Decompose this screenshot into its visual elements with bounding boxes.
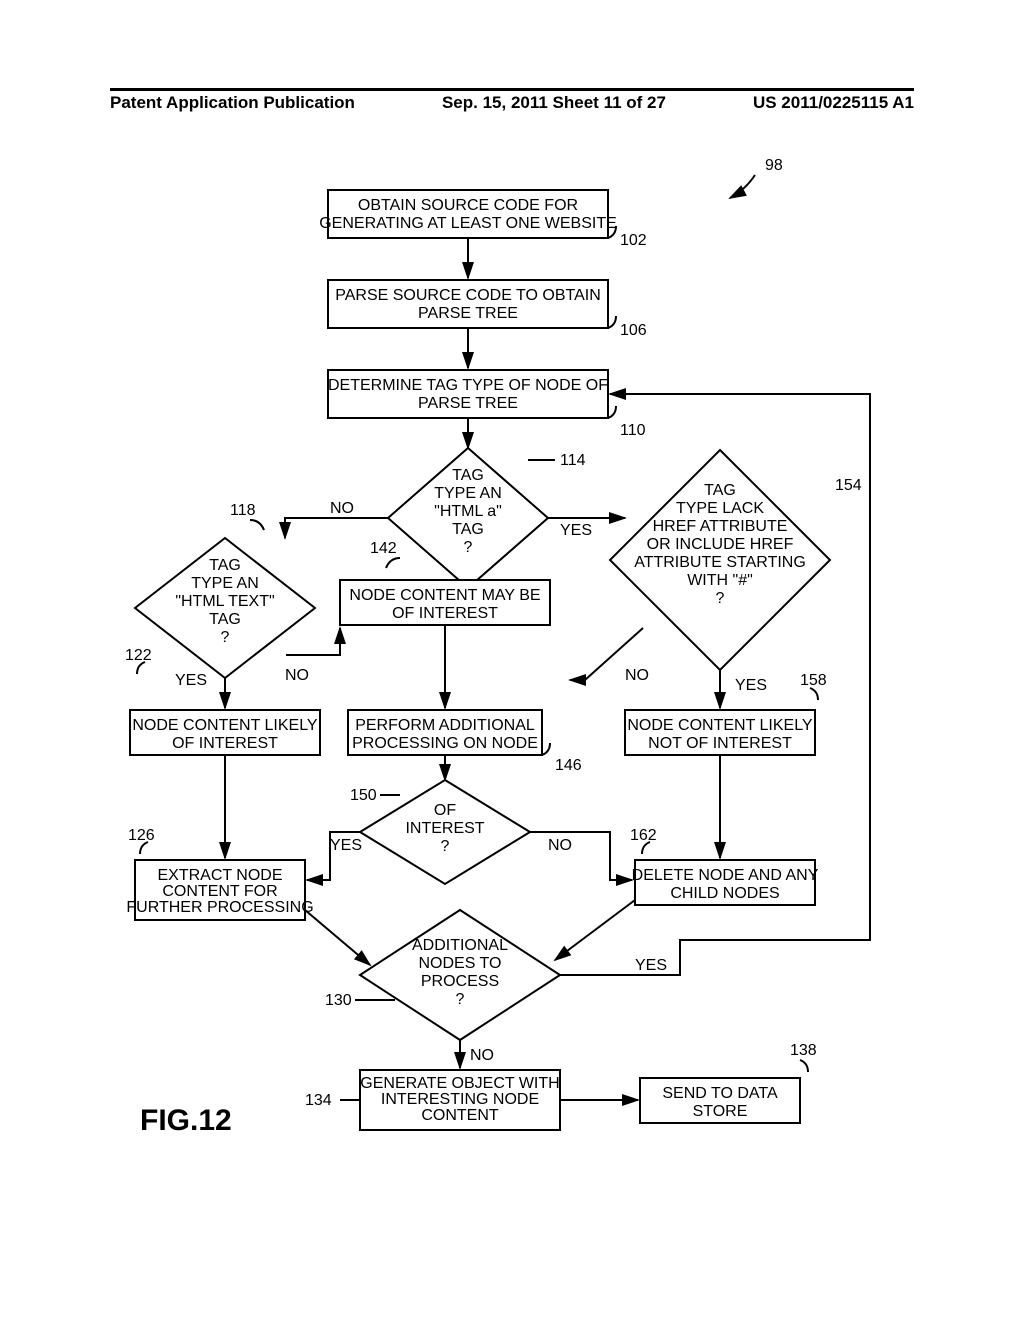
ref-106: 106: [620, 322, 647, 339]
ref-hook-138: [800, 1060, 808, 1072]
node-130-l2: NODES TO: [419, 955, 502, 972]
header-right: US 2011/0225115 A1: [753, 93, 914, 113]
node-110-l2: PARSE TREE: [418, 395, 518, 412]
node-118-l5: ?: [221, 629, 230, 646]
node-142-l2: OF INTEREST: [392, 605, 498, 622]
ref-150: 150: [350, 787, 377, 804]
ref-130: 130: [325, 992, 352, 1009]
label-150-no: NO: [548, 837, 572, 854]
node-122-l1: NODE CONTENT LIKELY: [132, 717, 318, 734]
edge-126-130: [305, 910, 370, 965]
label-118-no: NO: [285, 667, 309, 684]
node-162-l1: DELETE NODE AND ANY: [632, 867, 819, 884]
edge-150-162: [530, 832, 632, 880]
node-134-l2: INTERESTING NODE: [381, 1091, 539, 1108]
node-114-l4: TAG: [452, 521, 484, 538]
label-154-yes: YES: [735, 677, 767, 694]
node-154-l4: OR INCLUDE HREF: [647, 536, 794, 553]
page: Patent Application Publication Sep. 15, …: [0, 0, 1024, 1320]
node-150-l3: ?: [441, 838, 450, 855]
node-142-l1: NODE CONTENT MAY BE: [349, 587, 540, 604]
ref-hook-118: [250, 520, 264, 530]
label-150-yes: YES: [330, 837, 362, 854]
edge-162-130: [555, 900, 635, 960]
edge-114-118: [285, 518, 388, 538]
node-154-l2: TYPE LACK: [676, 500, 764, 517]
node-134-l3: CONTENT: [421, 1107, 499, 1124]
header-center: Sep. 15, 2011 Sheet 11 of 27: [442, 93, 666, 113]
node-122-l2: OF INTEREST: [172, 735, 278, 752]
node-154-l7: ?: [716, 590, 725, 607]
ref-102: 102: [620, 232, 647, 249]
node-102-text-l2: GENERATING AT LEAST ONE WEBSITE: [319, 215, 617, 232]
node-118-l1: TAG: [209, 557, 241, 574]
ref-hook-142: [386, 558, 400, 568]
node-134-l1: GENERATE OBJECT WITH: [360, 1075, 559, 1092]
label-154-no: NO: [625, 667, 649, 684]
node-154-l1: TAG: [704, 482, 736, 499]
node-114-l5: ?: [464, 539, 473, 556]
node-114-l1: TAG: [452, 467, 484, 484]
label-114-no: NO: [330, 500, 354, 517]
ref-126: 126: [128, 827, 155, 844]
header-left: Patent Application Publication: [110, 93, 355, 113]
edge-118-142: [286, 628, 340, 655]
ref-118: 118: [230, 502, 256, 519]
ref-110: 110: [620, 422, 646, 439]
node-154-l6: WITH "#": [687, 572, 753, 589]
ref-arrow-98: [730, 175, 755, 198]
node-146-l2: PROCESSING ON NODE: [352, 735, 538, 752]
node-110-l1: DETERMINE TAG TYPE OF NODE OF: [328, 377, 608, 394]
ref-158: 158: [800, 672, 827, 689]
label-130-yes: YES: [635, 957, 667, 974]
ref-154: 154: [835, 477, 862, 494]
node-150-l2: INTEREST: [405, 820, 484, 837]
node-130-l1: ADDITIONAL: [412, 937, 508, 954]
node-162-l2: CHILD NODES: [670, 885, 779, 902]
node-118-l2: TYPE AN: [191, 575, 259, 592]
node-118-l3: "HTML TEXT": [175, 593, 274, 610]
node-106-l1: PARSE SOURCE CODE TO OBTAIN: [335, 287, 601, 304]
node-138-l2: STORE: [693, 1103, 748, 1120]
header: Patent Application Publication Sep. 15, …: [110, 88, 914, 113]
node-130-l3: PROCESS: [421, 973, 499, 990]
ref-hook-110: [608, 406, 616, 418]
label-118-yes: YES: [175, 672, 207, 689]
ref-hook-106: [608, 316, 616, 328]
ref-hook-158: [810, 688, 818, 700]
node-102-text-l1: OBTAIN SOURCE CODE FOR: [358, 197, 578, 214]
ref-122: 122: [125, 647, 152, 664]
ref-138: 138: [790, 1042, 817, 1059]
node-154-l5: ATTRIBUTE STARTING: [634, 554, 806, 571]
node-154-l3: HREF ATTRIBUTE: [653, 518, 788, 535]
label-114-yes: YES: [560, 522, 592, 539]
ref-146: 146: [555, 757, 582, 774]
ref-98: 98: [765, 157, 783, 174]
node-130-l4: ?: [456, 991, 465, 1008]
node-114-l3: "HTML a": [434, 503, 502, 520]
node-138-l1: SEND TO DATA: [662, 1085, 778, 1102]
ref-142: 142: [370, 540, 397, 557]
node-114-l2: TYPE AN: [434, 485, 502, 502]
node-158-l1: NODE CONTENT LIKELY: [627, 717, 813, 734]
ref-114: 114: [560, 452, 586, 469]
node-126-l2: CONTENT FOR: [162, 883, 277, 900]
flowchart: 98 OBTAIN SOURCE CODE FOR GENERATING AT …: [0, 140, 1024, 1240]
node-106-l2: PARSE TREE: [418, 305, 518, 322]
node-126-l3: FURTHER PROCESSING: [126, 899, 313, 916]
ref-162: 162: [630, 827, 657, 844]
node-118-l4: TAG: [209, 611, 241, 628]
ref-hook-146: [542, 743, 550, 755]
node-126-l1: EXTRACT NODE: [157, 867, 282, 884]
ref-134: 134: [305, 1092, 332, 1109]
node-158-l2: NOT OF INTEREST: [648, 735, 792, 752]
label-130-no: NO: [470, 1047, 494, 1064]
node-146-l1: PERFORM ADDITIONAL: [355, 717, 535, 734]
figure-label: FIG.12: [140, 1104, 232, 1137]
node-150-l1: OF: [434, 802, 456, 819]
